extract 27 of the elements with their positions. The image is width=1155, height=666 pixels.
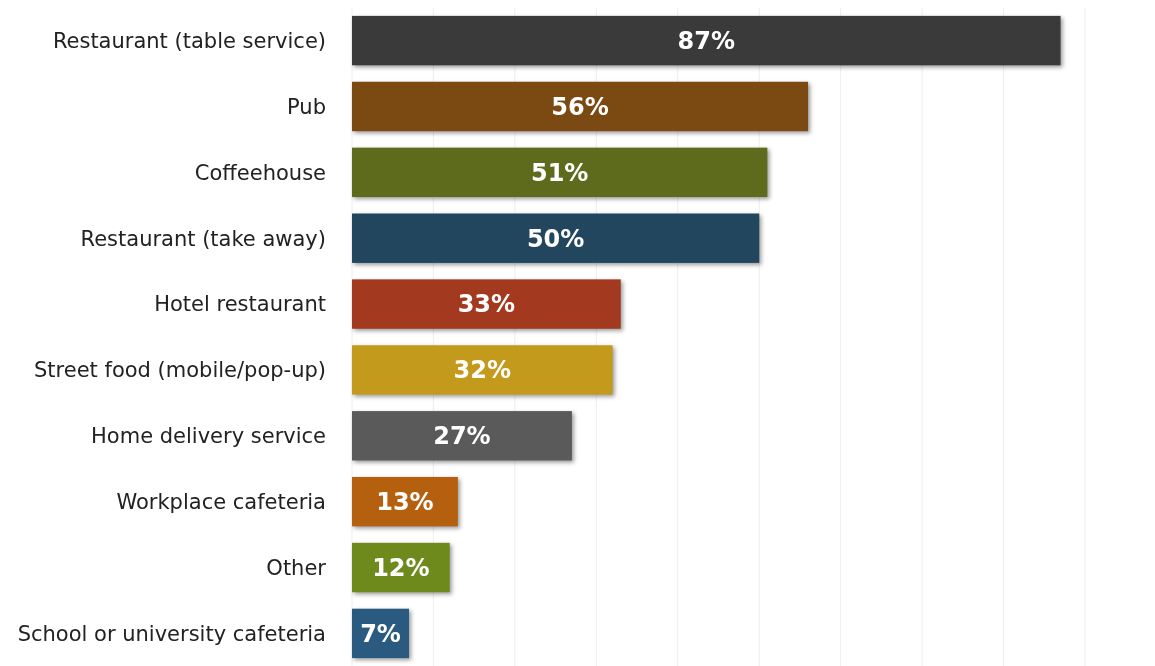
y-tick-label: Restaurant (table service)	[52, 28, 326, 53]
data-label: 33%	[457, 290, 516, 319]
bar	[352, 81, 809, 132]
data-label: 87%	[677, 27, 736, 55]
data-label: 13%	[376, 488, 434, 517]
y-tick-label: Coffeehouse	[194, 160, 326, 185]
data-label: 51%	[530, 158, 589, 187]
bar	[352, 147, 768, 198]
bar	[352, 15, 1061, 66]
data-label: 56%	[551, 92, 609, 121]
bar	[352, 213, 760, 263]
y-tick-label: Home delivery service	[91, 424, 326, 449]
y-tick-label: Other	[266, 555, 327, 580]
bar	[352, 279, 621, 329]
y-tick-label: School or university cafeteria	[17, 621, 326, 646]
data-label: 12%	[372, 553, 430, 582]
data-label: 27%	[433, 422, 491, 451]
data-label: 32%	[453, 356, 512, 385]
data-label: 50%	[526, 224, 585, 253]
bar	[352, 411, 572, 461]
bar	[352, 345, 613, 395]
y-tick-label: Pub	[287, 94, 326, 119]
data-label: 7%	[360, 619, 401, 648]
y-tick-label: Restaurant (take away)	[80, 226, 326, 251]
y-tick-label: Street food (mobile/pop-up)	[34, 358, 326, 383]
y-tick-label: Hotel restaurant	[154, 292, 326, 317]
y-tick-label: Workplace cafeteria	[116, 490, 326, 515]
